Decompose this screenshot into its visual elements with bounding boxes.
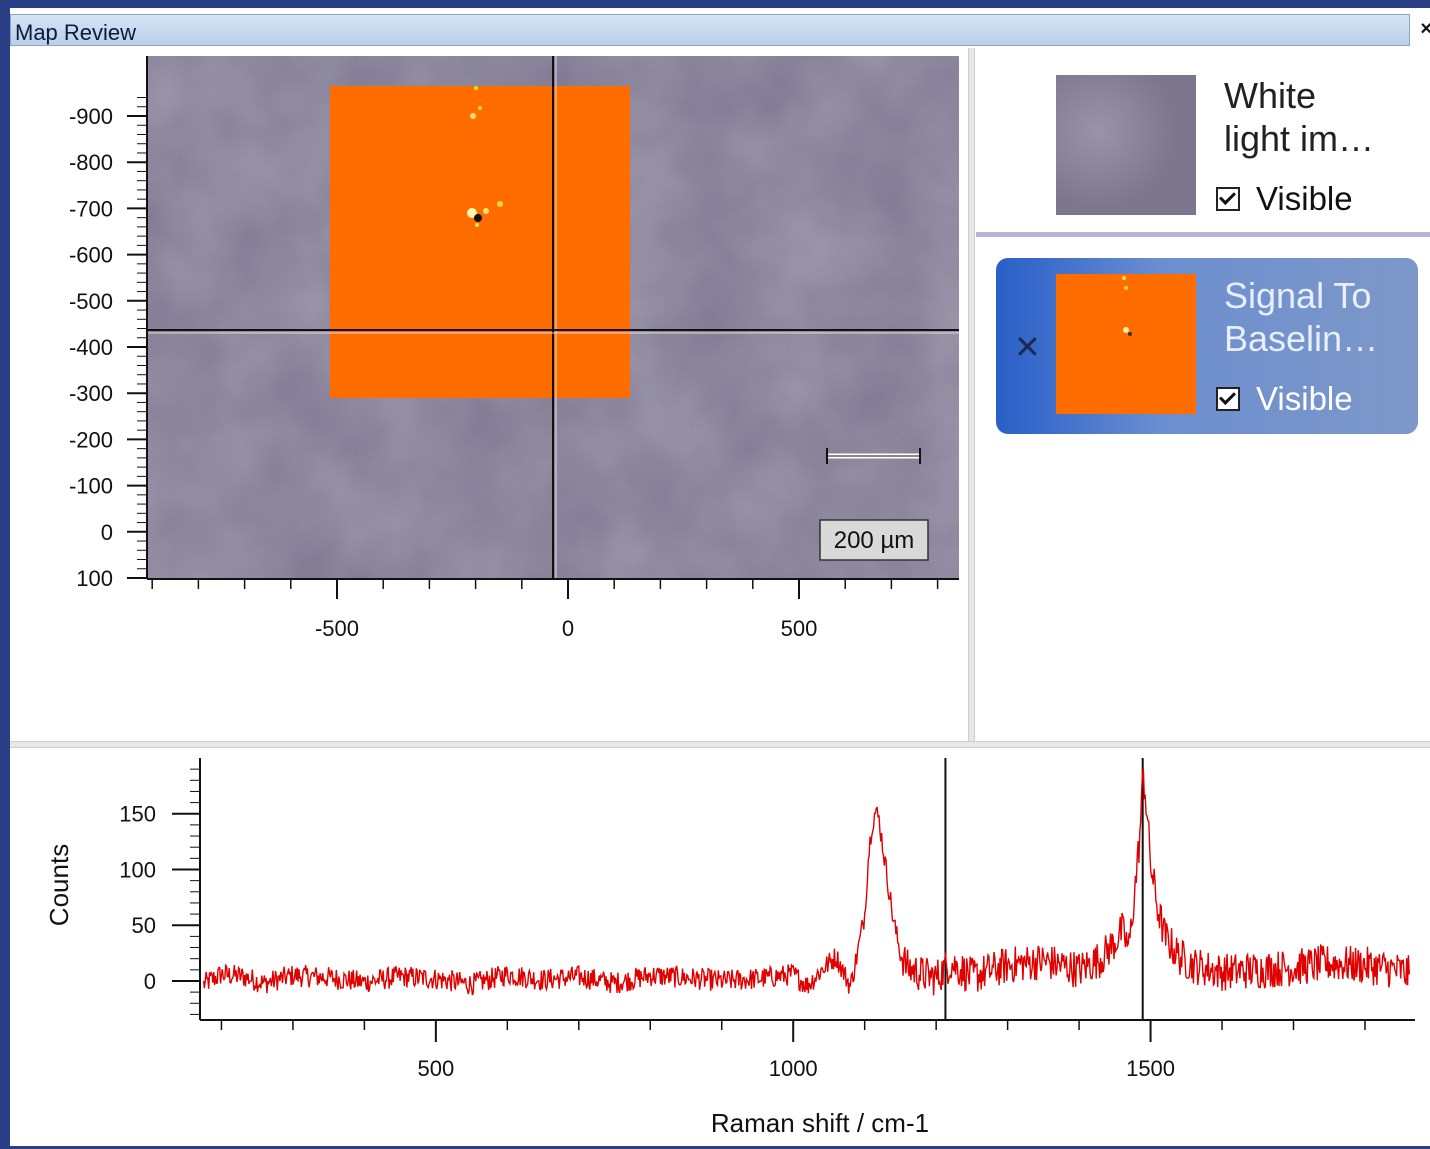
map-review-window: Map Review × bbox=[8, 8, 1430, 1146]
spectrum-cursors[interactable] bbox=[944, 758, 1144, 1020]
visible-toggle[interactable]: Visible bbox=[1216, 380, 1353, 418]
map-y-tick-label: -900 bbox=[69, 104, 113, 129]
layers-panel: White light im… Visible ✕ Signal To Base… bbox=[976, 48, 1430, 738]
map-y-tick-label: -700 bbox=[69, 196, 113, 221]
scale-bar-label: 200 µm bbox=[834, 527, 915, 554]
window-title: Map Review bbox=[15, 20, 137, 45]
title-bar[interactable]: Map Review bbox=[10, 14, 1410, 46]
map-y-tick-label: -600 bbox=[69, 243, 113, 268]
layer-name: Signal To Baselin… bbox=[1224, 275, 1379, 359]
y-axis-label: Counts bbox=[44, 844, 74, 926]
spectrum-y-tick-label: 50 bbox=[132, 913, 156, 938]
visible-label: Visible bbox=[1256, 180, 1353, 217]
map-y-tick-label: -800 bbox=[69, 150, 113, 175]
map-y-tick-label: 100 bbox=[76, 566, 113, 591]
spectrum-series-line bbox=[202, 769, 1410, 996]
map-view[interactable]: 200 µm -900 -800 -700 -600 -500 -400 -300 -200-… bbox=[10, 48, 960, 738]
map-y-tick-label: -100 bbox=[69, 474, 113, 499]
signal-overlay bbox=[330, 86, 630, 398]
map-x-tick-label: -500 bbox=[315, 616, 359, 641]
x-axis-label: Raman shift / cm-1 bbox=[711, 1108, 929, 1138]
map-x-tick-label: 500 bbox=[781, 616, 818, 641]
spectrum-x-tick-label: 500 bbox=[417, 1056, 454, 1081]
map-plot[interactable]: 200 µm -900-800-700-600-500-400-300-200-… bbox=[10, 48, 960, 738]
spectrum-axes: 0 50 100 150 500 1000 1500 bbox=[119, 758, 1415, 1081]
layer-white-light[interactable]: White light im… Visible bbox=[976, 58, 1430, 228]
visible-checkbox[interactable] bbox=[1216, 387, 1240, 411]
map-x-axis: -500 0 500 bbox=[147, 578, 959, 641]
remove-layer-icon[interactable]: ✕ bbox=[1014, 329, 1041, 365]
signal-thumbnail bbox=[1056, 274, 1196, 414]
layer-divider bbox=[976, 232, 1430, 237]
visible-label: Visible bbox=[1256, 380, 1353, 417]
white-light-thumbnail bbox=[1056, 75, 1196, 215]
map-y-tick-label: 0 bbox=[101, 520, 113, 545]
visible-toggle[interactable]: Visible bbox=[1216, 180, 1353, 218]
scale-bar: 200 µm bbox=[819, 448, 929, 561]
spectrum-view[interactable]: 0 50 100 150 500 1000 1500 Raman shift / cm-1 … bbox=[10, 748, 1430, 1146]
map-y-tick-label: -400 bbox=[69, 335, 113, 360]
map-y-axis: -900 -800 -700 -600 -500 -400 -300 -200 -100 0 100 bbox=[69, 56, 148, 591]
spectrum-x-tick-label: 1500 bbox=[1126, 1056, 1175, 1081]
map-x-tick-label: 0 bbox=[562, 616, 574, 641]
map-y-tick-label: -200 bbox=[69, 427, 113, 452]
visible-checkbox[interactable] bbox=[1216, 187, 1240, 211]
layer-name: White light im… bbox=[1224, 75, 1375, 159]
map-y-tick-label: -300 bbox=[69, 381, 113, 406]
spectrum-x-tick-label: 1000 bbox=[769, 1056, 818, 1081]
spectrum-y-tick-label: 150 bbox=[119, 802, 156, 827]
overlay-hotspots bbox=[467, 86, 503, 227]
horizontal-splitter[interactable] bbox=[10, 741, 1430, 748]
map-y-tick-label: -500 bbox=[69, 289, 113, 314]
layer-signal-to-baseline[interactable]: ✕ Signal To Baselin… Visible bbox=[996, 258, 1418, 434]
spectrum-y-tick-label: 0 bbox=[144, 969, 156, 994]
vertical-splitter[interactable] bbox=[968, 48, 975, 742]
spectrum-y-tick-label: 100 bbox=[119, 857, 156, 882]
signal-thumbnail-spots bbox=[1122, 276, 1132, 336]
close-icon[interactable]: × bbox=[1420, 18, 1430, 40]
